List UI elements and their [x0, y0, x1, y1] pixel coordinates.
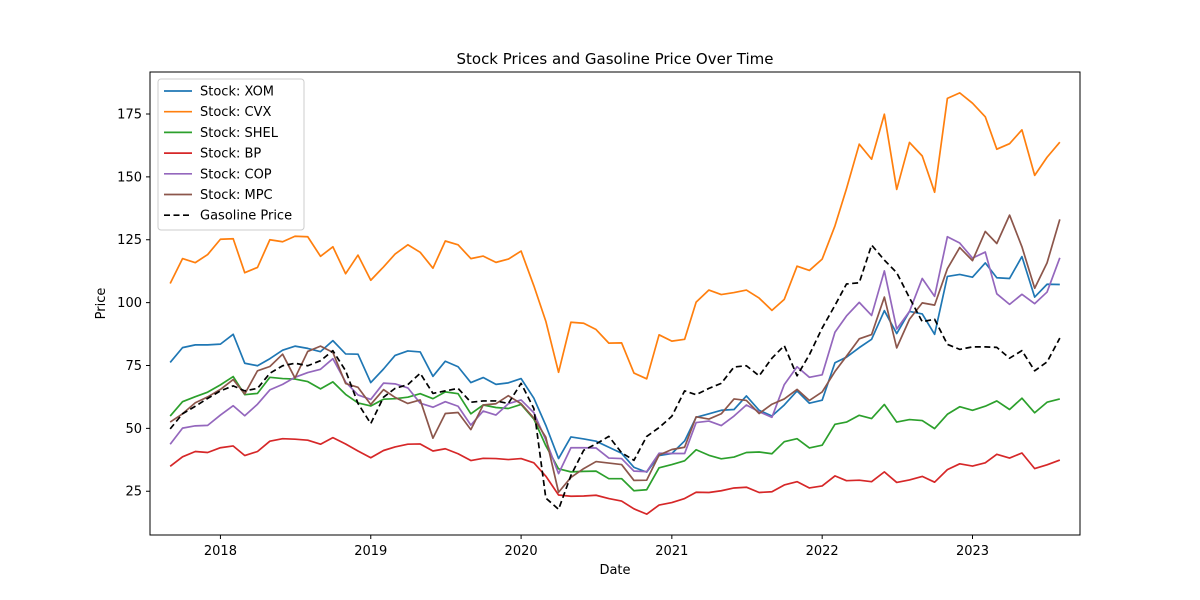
- legend: Stock: XOM Stock: CVX Stock: SHEL Stock: BP…: [157, 78, 305, 231]
- series-line-stock-xom: [169, 255, 1060, 473]
- y-tick-label: 175: [117, 107, 142, 122]
- x-axis-label: Date: [599, 563, 630, 578]
- y-tick-label: 150: [117, 170, 142, 185]
- y-tick-label: 50: [125, 422, 142, 437]
- series-line-stock-mpc: [169, 214, 1061, 494]
- legend-entry: Stock: MPC: [200, 188, 273, 203]
- legend-entry: Gasoline Price: [200, 209, 292, 224]
- axes-frame: [149, 71, 1081, 536]
- series-line-stock-cvx: [169, 92, 1061, 380]
- x-tick-label: 2023: [956, 544, 989, 559]
- chart-title: Stock Prices and Gasoline Price Over Tim…: [456, 50, 773, 68]
- legend-box: [157, 78, 305, 231]
- x-tick-label: 2022: [806, 544, 839, 559]
- x-axis: 2018 2019 2020 2021 2022 2023: [204, 535, 989, 559]
- series-line-stock-shel: [169, 375, 1061, 492]
- legend-entry: Stock: XOM: [200, 85, 274, 100]
- x-tick-label: 2021: [655, 544, 688, 559]
- legend-entry: Stock: COP: [200, 167, 272, 182]
- series-line-stock-bp: [169, 436, 1061, 515]
- legend-entry: Stock: BP: [200, 147, 261, 162]
- y-axis-label: Price: [94, 288, 109, 320]
- legend-entry: Stock: CVX: [200, 105, 271, 120]
- legend-entry: Stock: SHEL: [200, 126, 279, 141]
- x-tick-label: 2020: [505, 544, 538, 559]
- x-tick-label: 2019: [354, 544, 387, 559]
- y-tick-label: 75: [125, 359, 142, 374]
- x-tick-label: 2018: [204, 544, 237, 559]
- series-line-gasoline-price: [169, 244, 1061, 511]
- y-tick-label: 100: [117, 296, 142, 311]
- y-axis: 25 50 75 100 125 150 175: [117, 107, 150, 500]
- series-line-stock-cop: [169, 235, 1061, 475]
- y-tick-label: 25: [125, 485, 142, 500]
- plot-area: [169, 92, 1061, 515]
- y-tick-label: 125: [117, 233, 142, 248]
